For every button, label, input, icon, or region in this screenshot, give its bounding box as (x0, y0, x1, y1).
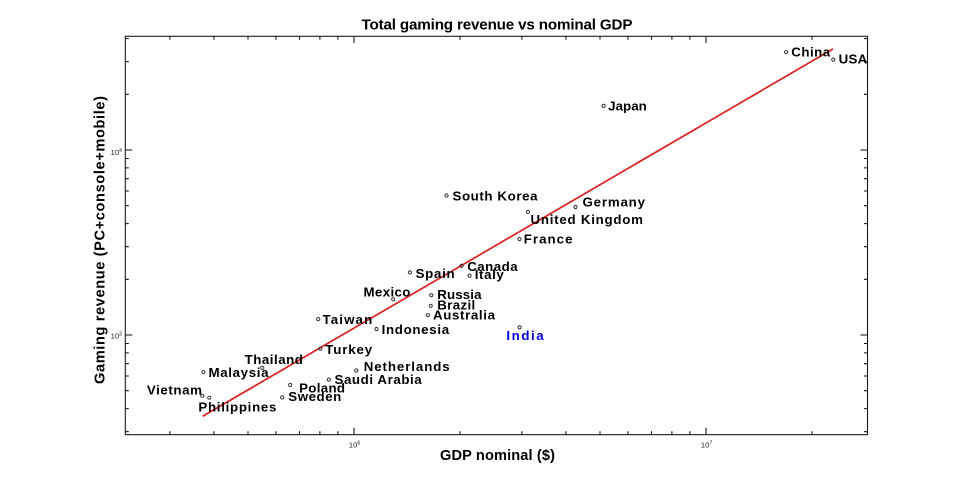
svg-text:Brazil: Brazil (437, 298, 475, 313)
svg-text:Taiwan: Taiwan (323, 312, 373, 327)
svg-text:Netherlands: Netherlands (364, 359, 450, 374)
svg-text:Total gaming revenue vs nomina: Total gaming revenue vs nominal GDP (362, 16, 633, 33)
svg-text:106: 106 (349, 440, 360, 449)
svg-text:Indonesia: Indonesia (382, 322, 450, 337)
svg-text:India: India (506, 328, 544, 343)
svg-text:103: 103 (111, 332, 122, 341)
svg-text:Australia: Australia (433, 307, 496, 322)
svg-text:Mexico: Mexico (364, 285, 411, 300)
svg-text:Japan: Japan (608, 99, 647, 114)
svg-text:Germany: Germany (583, 194, 646, 209)
svg-text:Thailand: Thailand (245, 352, 303, 367)
svg-text:104: 104 (111, 148, 122, 157)
svg-text:Philippines: Philippines (198, 400, 276, 415)
svg-text:Sweden: Sweden (288, 389, 341, 404)
svg-text:Malaysia: Malaysia (209, 365, 270, 380)
svg-text:South Korea: South Korea (453, 189, 539, 204)
svg-text:Turkey: Turkey (325, 342, 372, 357)
svg-text:Russia: Russia (437, 287, 482, 302)
svg-text:USA: USA (839, 52, 868, 67)
svg-text:Gaming revenue (PC+console+mob: Gaming revenue (PC+console+mobile) (92, 96, 108, 384)
svg-text:China: China (791, 45, 830, 60)
svg-text:Saudi Arabia: Saudi Arabia (335, 372, 423, 387)
svg-text:Spain: Spain (416, 266, 455, 281)
svg-text:GDP nominal ($): GDP nominal ($) (440, 448, 555, 464)
svg-text:Vietnam: Vietnam (147, 382, 202, 397)
svg-text:Canada: Canada (467, 259, 518, 274)
svg-text:France: France (524, 232, 573, 247)
svg-text:107: 107 (701, 440, 712, 449)
svg-text:Italy: Italy (475, 267, 505, 282)
svg-text:Poland: Poland (299, 381, 345, 396)
svg-text:United Kingdom: United Kingdom (531, 212, 644, 227)
